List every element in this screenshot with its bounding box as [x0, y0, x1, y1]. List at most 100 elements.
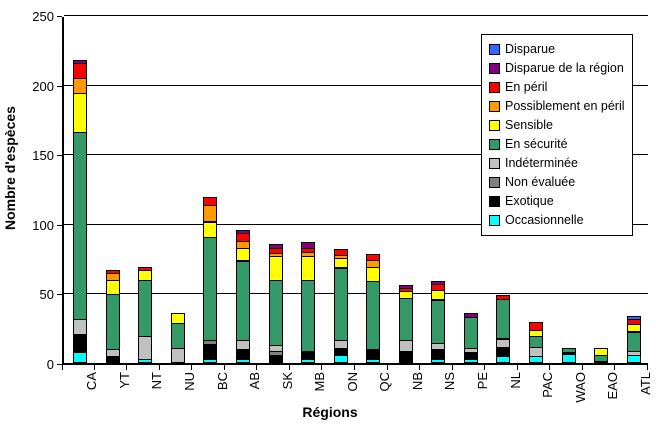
segment-nt-en-s-curit-: [138, 280, 153, 337]
x-tick-label-on: ON: [344, 372, 360, 392]
x-tick-label-nl: NL: [507, 372, 523, 389]
legend-item-occasionnelle: Occasionnelle: [489, 211, 626, 230]
segment-nt-sensible: [138, 270, 153, 281]
bar-ca: [64, 15, 97, 363]
legend-swatch-icon: [489, 44, 500, 55]
segment-nl-ind-termin-e: [496, 339, 511, 348]
segment-sk-sensible: [268, 256, 283, 281]
segment-yt-ind-termin-e: [105, 349, 120, 357]
plot-area: Disparue Disparue de la région En péril Pos…: [62, 15, 648, 365]
legend-label: Sensible: [505, 118, 553, 132]
gridline-100: [64, 223, 648, 225]
x-tick-mark: [93, 365, 95, 370]
legend-swatch-icon: [489, 120, 500, 131]
legend-swatch-icon: [489, 215, 500, 226]
segment-bc-exotique: [203, 344, 218, 360]
segment-ab-exotique: [236, 349, 251, 360]
x-tick-mark: [223, 365, 225, 370]
x-tick-label-ns: NS: [442, 372, 458, 391]
legend-swatch-icon: [489, 82, 500, 93]
bar-nl: [487, 15, 520, 363]
segment-qc-possiblement-en-p-ril: [366, 260, 381, 268]
x-tick-label-ca: CA: [84, 372, 100, 391]
segment-ca-en-s-curit-: [73, 132, 88, 320]
legend-label: En péril: [505, 80, 548, 94]
bar-mb: [292, 15, 325, 363]
gridline-150: [64, 154, 648, 156]
legend-label: Exotique: [505, 194, 554, 208]
x-tick-label-nu: NU: [181, 372, 197, 391]
bar-nu: [162, 15, 195, 363]
x-tick-mark: [647, 365, 648, 370]
segment-wao-occasionnelle: [561, 354, 576, 363]
segment-yt-exotique: [105, 356, 120, 363]
segment-atl-en-s-curit-: [626, 332, 641, 352]
bar-sk: [259, 15, 292, 363]
bar-wao: [552, 15, 585, 363]
bar-ab: [227, 15, 260, 363]
x-tick-mark: [516, 365, 518, 370]
segment-wao-non-valu-e: [561, 353, 576, 355]
x-axis-title: Régions: [302, 404, 358, 420]
segment-ca-possiblement-en-p-ril: [73, 78, 88, 94]
x-tick-mark: [549, 365, 551, 370]
x-tick-label-qc: QC: [377, 372, 393, 392]
segment-on-en-s-curit-: [333, 268, 348, 341]
x-tick-mark: [288, 365, 290, 370]
segment-nb-exotique: [398, 351, 413, 362]
segment-pac-en-s-curit-: [529, 336, 544, 348]
segment-bc-possiblement-en-p-ril: [203, 204, 218, 222]
segment-nl-en-p-ril: [496, 295, 511, 300]
segment-eao-sensible: [594, 348, 609, 356]
x-tick-mark: [256, 365, 258, 370]
segment-qc-en-p-ril: [366, 254, 381, 261]
legend-swatch-icon: [489, 196, 500, 207]
x-tick-label-wao: WAO: [572, 372, 588, 403]
y-tick-label-250: 250: [32, 9, 54, 24]
legend-label: Possiblement en péril: [505, 99, 625, 113]
segment-ab-disparue-de-la-r-gion: [236, 230, 251, 234]
bar-ns: [422, 15, 455, 363]
x-tick-mark: [419, 365, 421, 370]
segment-atl-disparue: [626, 316, 641, 320]
legend-label: Non évaluée: [505, 175, 576, 189]
legend-swatch-icon: [489, 101, 500, 112]
x-tick-label-nt: NT: [149, 372, 165, 390]
segment-nu-sensible: [170, 313, 185, 324]
segment-nb-sensible: [398, 291, 413, 299]
x-tick-label-sk: SK: [279, 372, 295, 390]
y-tick-mark: [57, 16, 62, 17]
x-tick-label-pac: PAC: [540, 372, 556, 398]
segment-sk-ind-termin-e: [268, 345, 283, 352]
bar-pe: [455, 15, 488, 363]
gridline-250: [64, 15, 648, 16]
segment-sk-disparue-de-la-r-gion: [268, 244, 283, 249]
x-tick-mark: [386, 365, 388, 370]
segment-pe-en-s-curit-: [463, 317, 478, 349]
segment-nt-ind-termin-e: [138, 335, 153, 360]
segment-ab-en-s-curit-: [236, 261, 251, 341]
segment-pac-en-p-ril: [529, 322, 544, 331]
segment-nl-en-s-curit-: [496, 299, 511, 339]
segment-nt-en-p-ril: [138, 267, 153, 271]
x-tick-mark: [581, 365, 583, 370]
segment-yt-sensible: [105, 280, 120, 295]
segment-nb-disparue-de-la-r-gion: [398, 285, 413, 289]
segment-bc-en-p-ril: [203, 197, 218, 206]
segment-nu-ind-termin-e: [170, 348, 185, 363]
x-tick-label-bc: BC: [214, 372, 230, 391]
segment-ca-disparue-de-la-r-gion: [73, 60, 88, 64]
segment-ca-occasionnelle: [73, 352, 88, 363]
y-tick-mark: [57, 294, 62, 296]
segment-ns-exotique: [431, 349, 446, 360]
y-tick-label-50: 50: [39, 287, 54, 303]
legend-swatch-icon: [489, 158, 500, 169]
y-tick-mark: [57, 224, 62, 226]
segment-mb-en-s-curit-: [301, 280, 316, 352]
bar-on: [324, 15, 357, 363]
x-tick-label-ab: AB: [247, 372, 263, 390]
y-tick-mark: [57, 155, 62, 157]
segment-eao-en-s-curit-: [594, 355, 609, 362]
segment-ca-sensible: [73, 93, 88, 133]
